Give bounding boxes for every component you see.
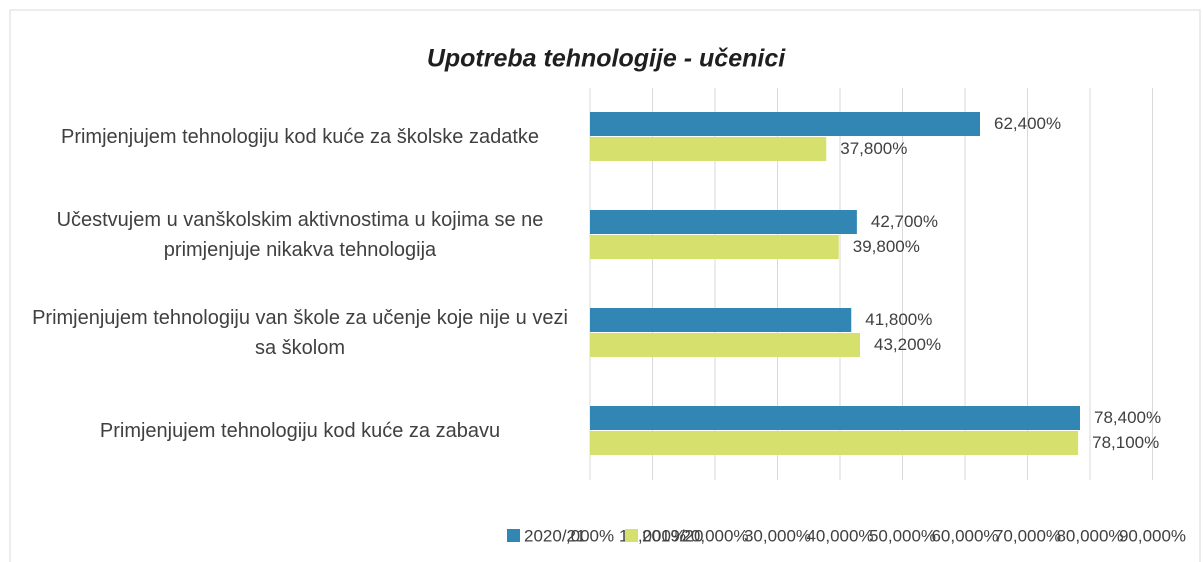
x-tick-label: 60,000% [931, 526, 998, 545]
y-tick-label: Primjenjujem tehnologiju kod kuće za zab… [99, 420, 501, 442]
data-label: 42,700% [871, 212, 938, 231]
bar [590, 210, 857, 234]
y-tick-label: Učestvujem u vanškolskim aktivnostima u … [56, 209, 544, 261]
bar [590, 112, 980, 136]
chart-border [9, 9, 1201, 562]
x-tick-label: ,000% [566, 526, 614, 545]
data-label: 78,100% [1092, 433, 1159, 452]
x-tick-label: 90,000% [1119, 526, 1186, 545]
legend-swatch [625, 529, 638, 542]
y-tick-label: Primjenjujem tehnologiju van škole za uč… [32, 307, 568, 359]
bar [590, 431, 1079, 455]
data-label: 43,200% [874, 335, 941, 354]
data-label: 78,400% [1094, 408, 1161, 427]
x-tick-label: 30,000% [744, 526, 811, 545]
data-label: 39,800% [853, 237, 920, 256]
bar [590, 235, 839, 259]
x-tick-label: 70,000% [994, 526, 1061, 545]
data-label: 62,400% [994, 114, 1061, 133]
legend-label: 2019/20 [642, 526, 703, 545]
data-label: 37,800% [840, 139, 907, 158]
bar [590, 308, 852, 332]
x-tick-label: 40,000% [806, 526, 873, 545]
x-tick-label: 20,000% [681, 526, 748, 545]
data-label: 41,800% [865, 310, 932, 329]
bar [590, 333, 860, 357]
bar [590, 137, 827, 161]
y-tick-label: Primjenjujem tehnologiju kod kuće za ško… [60, 126, 540, 148]
chart-title: Upotreba tehnologije - učenici [427, 45, 786, 73]
bar [590, 406, 1080, 430]
legend-swatch [507, 529, 520, 542]
legend-label: 2020/21 [524, 526, 585, 545]
x-tick-label: 80,000% [1056, 526, 1123, 545]
x-tick-label: 50,000% [869, 526, 936, 545]
